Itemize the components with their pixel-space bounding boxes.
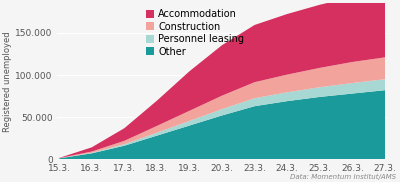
Legend: Accommodation, Construction, Personnel leasing, Other: Accommodation, Construction, Personnel l…: [145, 8, 245, 58]
Text: Data: Momentum Institut/AMS: Data: Momentum Institut/AMS: [290, 174, 396, 180]
Y-axis label: Registered unemployed: Registered unemployed: [4, 31, 12, 132]
